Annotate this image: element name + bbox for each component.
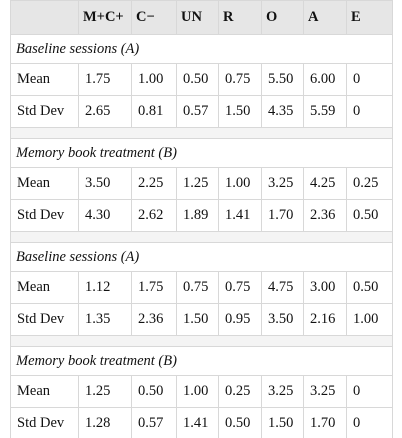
column-header: A bbox=[303, 0, 347, 35]
value-cell: 0.95 bbox=[218, 303, 262, 336]
spacer-row bbox=[10, 127, 393, 139]
value-cell: 5.59 bbox=[303, 95, 347, 128]
value-cell: 2.62 bbox=[131, 199, 177, 232]
value-cell: 5.50 bbox=[261, 63, 304, 96]
value-cell: 2.16 bbox=[303, 303, 347, 336]
section-title: Baseline sessions (A) bbox=[10, 34, 393, 64]
value-cell: 0.81 bbox=[131, 95, 177, 128]
value-cell: 3.50 bbox=[78, 167, 132, 200]
value-cell: 0.75 bbox=[218, 63, 262, 96]
row-label: Std Dev bbox=[10, 407, 79, 438]
section-row: Baseline sessions (A) bbox=[10, 242, 393, 272]
column-header: E bbox=[346, 0, 393, 35]
value-cell: 1.35 bbox=[78, 303, 132, 336]
spacer-cell bbox=[10, 335, 393, 347]
value-cell: 1.00 bbox=[346, 303, 393, 336]
value-cell: 3.00 bbox=[303, 271, 347, 304]
value-cell: 1.41 bbox=[218, 199, 262, 232]
value-cell: 3.50 bbox=[261, 303, 304, 336]
column-header: R bbox=[218, 0, 262, 35]
value-cell: 4.30 bbox=[78, 199, 132, 232]
value-cell: 4.75 bbox=[261, 271, 304, 304]
value-cell: 0.50 bbox=[176, 63, 219, 96]
value-cell: 1.75 bbox=[78, 63, 132, 96]
value-cell: 4.35 bbox=[261, 95, 304, 128]
spacer-cell bbox=[10, 231, 393, 243]
row-label: Mean bbox=[10, 375, 79, 408]
value-cell: 2.36 bbox=[303, 199, 347, 232]
value-cell: 0 bbox=[346, 407, 393, 438]
value-cell: 3.25 bbox=[261, 167, 304, 200]
value-cell: 3.25 bbox=[303, 375, 347, 408]
value-cell: 1.25 bbox=[78, 375, 132, 408]
value-cell: 1.12 bbox=[78, 271, 132, 304]
value-cell: 1.89 bbox=[176, 199, 219, 232]
value-cell: 3.25 bbox=[261, 375, 304, 408]
value-cell: 1.25 bbox=[176, 167, 219, 200]
value-cell: 0.25 bbox=[346, 167, 393, 200]
data-row: Std Dev 2.65 0.81 0.57 1.50 4.35 5.59 0 bbox=[10, 95, 393, 128]
value-cell: 4.25 bbox=[303, 167, 347, 200]
value-cell: 0.57 bbox=[131, 407, 177, 438]
row-label: Mean bbox=[10, 167, 79, 200]
column-header: M+C+ bbox=[78, 0, 132, 35]
value-cell: 0.50 bbox=[218, 407, 262, 438]
section-title: Memory book treatment (B) bbox=[10, 138, 393, 168]
value-cell: 1.50 bbox=[218, 95, 262, 128]
value-cell: 0 bbox=[346, 95, 393, 128]
row-label: Std Dev bbox=[10, 95, 79, 128]
value-cell: 2.65 bbox=[78, 95, 132, 128]
spacer-row bbox=[10, 335, 393, 347]
value-cell: 1.00 bbox=[131, 63, 177, 96]
value-cell: 1.75 bbox=[131, 271, 177, 304]
section-row: Memory book treatment (B) bbox=[10, 346, 393, 376]
value-cell: 1.00 bbox=[218, 167, 262, 200]
value-cell: 0.25 bbox=[218, 375, 262, 408]
column-header: UN bbox=[176, 0, 219, 35]
spacer-row bbox=[10, 231, 393, 243]
value-cell: 2.25 bbox=[131, 167, 177, 200]
value-cell: 0.50 bbox=[346, 199, 393, 232]
row-label: Mean bbox=[10, 271, 79, 304]
value-cell: 1.41 bbox=[176, 407, 219, 438]
section-title: Memory book treatment (B) bbox=[10, 346, 393, 376]
value-cell: 0.75 bbox=[218, 271, 262, 304]
value-cell: 0.75 bbox=[176, 271, 219, 304]
value-cell: 0.50 bbox=[346, 271, 393, 304]
row-label: Std Dev bbox=[10, 199, 79, 232]
section-title: Baseline sessions (A) bbox=[10, 242, 393, 272]
column-header: O bbox=[261, 0, 304, 35]
section-row: Baseline sessions (A) bbox=[10, 34, 393, 64]
value-cell: 6.00 bbox=[303, 63, 347, 96]
data-row: Std Dev 1.28 0.57 1.41 0.50 1.50 1.70 0 bbox=[10, 407, 393, 438]
value-cell: 1.70 bbox=[261, 199, 304, 232]
value-cell: 1.00 bbox=[176, 375, 219, 408]
data-row: Mean 1.25 0.50 1.00 0.25 3.25 3.25 0 bbox=[10, 375, 393, 408]
table-body: Baseline sessions (A) Mean 1.75 1.00 0.50 0.7… bbox=[10, 34, 393, 438]
data-row: Mean 3.50 2.25 1.25 1.00 3.25 4.25 0.25 bbox=[10, 167, 393, 200]
value-cell: 1.28 bbox=[78, 407, 132, 438]
data-row: Mean 1.75 1.00 0.50 0.75 5.50 6.00 0 bbox=[10, 63, 393, 96]
value-cell: 1.50 bbox=[176, 303, 219, 336]
column-header: C− bbox=[131, 0, 177, 35]
value-cell: 1.50 bbox=[261, 407, 304, 438]
data-row: Std Dev 4.30 2.62 1.89 1.41 1.70 2.36 0.50 bbox=[10, 199, 393, 232]
data-row: Std Dev 1.35 2.36 1.50 0.95 3.50 2.16 1.00 bbox=[10, 303, 393, 336]
value-cell: 0 bbox=[346, 63, 393, 96]
value-cell: 0 bbox=[346, 375, 393, 408]
value-cell: 0.57 bbox=[176, 95, 219, 128]
data-table: M+C+ C− UN R O A E Baseline sessions (A) Mean 1.… bbox=[10, 0, 393, 438]
row-label: Mean bbox=[10, 63, 79, 96]
section-row: Memory book treatment (B) bbox=[10, 138, 393, 168]
data-row: Mean 1.12 1.75 0.75 0.75 4.75 3.00 0.50 bbox=[10, 271, 393, 304]
value-cell: 1.70 bbox=[303, 407, 347, 438]
header-row: M+C+ C− UN R O A E bbox=[10, 0, 393, 35]
spacer-cell bbox=[10, 127, 393, 139]
header-cell bbox=[10, 0, 79, 35]
value-cell: 2.36 bbox=[131, 303, 177, 336]
row-label: Std Dev bbox=[10, 303, 79, 336]
value-cell: 0.50 bbox=[131, 375, 177, 408]
